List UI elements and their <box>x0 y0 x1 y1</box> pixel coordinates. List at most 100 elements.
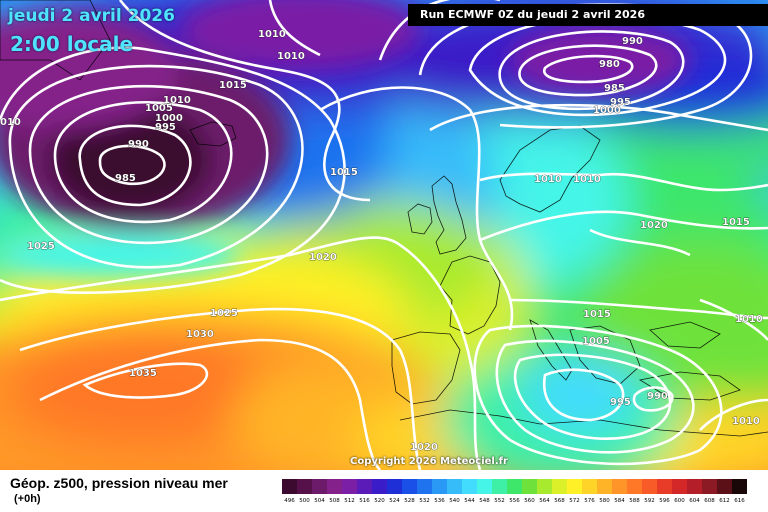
scale-swatch: 508 <box>327 479 342 504</box>
scale-label: 540 <box>449 498 460 504</box>
isobar-1020 <box>0 236 482 470</box>
scale-swatch: 532 <box>417 479 432 504</box>
isobar-med-990 <box>632 386 674 412</box>
isobar-1015-north <box>118 0 371 202</box>
copyright-notice: Copyright 2026 Meteociel.fr <box>350 456 508 467</box>
isobar-label: 1005 <box>582 336 610 347</box>
isobar-label: 995 <box>610 97 631 108</box>
scale-label: 560 <box>524 498 535 504</box>
isobar-1015-ridge <box>319 86 514 331</box>
isobar-label: 1015 <box>330 167 358 178</box>
isobar-high-985 <box>518 44 658 97</box>
scale-label: 596 <box>659 498 670 504</box>
isobar-label: 1020 <box>410 442 438 453</box>
coast-ireland <box>407 203 433 235</box>
isobar-high-980 <box>542 54 634 84</box>
isobar-1005-east <box>429 103 768 132</box>
isobar-label: 1005 <box>145 103 173 114</box>
isobar-label: 985 <box>115 173 136 184</box>
scale-swatch: 552 <box>492 479 507 504</box>
scale-label: 592 <box>644 498 655 504</box>
scale-swatch: 512 <box>342 479 357 504</box>
forecast-date: jeudi 2 avril 2026 <box>8 6 175 26</box>
isobar-low-1005 <box>8 64 304 269</box>
isobar-label: 990 <box>128 139 149 150</box>
scale-swatch: 564 <box>537 479 552 504</box>
isobar-label: 1015 <box>219 80 247 91</box>
scale-swatch: 568 <box>552 479 567 504</box>
isobar-low-995 <box>53 101 233 224</box>
scale-swatch: 556 <box>507 479 522 504</box>
scale-label: 612 <box>719 498 730 504</box>
isobar-label: 985 <box>604 83 625 94</box>
scale-swatch: 504 <box>312 479 327 504</box>
scale-swatch: 548 <box>477 479 492 504</box>
coast-balkans <box>569 325 641 385</box>
scale-label: 580 <box>599 498 610 504</box>
isobar-1015-south <box>509 298 768 320</box>
scale-swatch: 536 <box>432 479 447 504</box>
coast-france <box>439 255 501 335</box>
isobar-1010-east <box>699 298 768 341</box>
scale-label: 516 <box>359 498 370 504</box>
scale-swatch: 616 <box>732 479 747 504</box>
isobar-1020-center <box>589 228 691 257</box>
scale-swatch: 524 <box>387 479 402 504</box>
scale-label: 588 <box>629 498 640 504</box>
coast-scandinavia <box>499 125 601 213</box>
isobar-1010-se <box>699 398 768 431</box>
scale-label: 524 <box>389 498 400 504</box>
isobar-label: 990 <box>647 391 668 402</box>
isobar-high-990 <box>498 30 685 110</box>
isobar-1015-center <box>479 210 768 242</box>
scale-label: 572 <box>569 498 580 504</box>
scale-label: 568 <box>554 498 565 504</box>
scale-swatch: 612 <box>717 479 732 504</box>
weather-map: 1010 1010 1015 1010 1005 1000 995 990 98… <box>0 0 768 470</box>
scale-label: 512 <box>344 498 355 504</box>
isobar-1010-west <box>0 46 346 295</box>
scale-swatch: 588 <box>627 479 642 504</box>
scale-label: 504 <box>314 498 325 504</box>
isobar-label: 1010 <box>163 95 191 106</box>
isobar-1025 <box>19 307 422 470</box>
scale-swatch: 500 <box>297 479 312 504</box>
scale-swatch: 596 <box>657 479 672 504</box>
scale-label: 548 <box>479 498 490 504</box>
legend-footer: Géop. z500, pression niveau mer (+0h) 49… <box>0 470 768 512</box>
isobar-label: 990 <box>622 36 643 47</box>
isobar-label: 1020 <box>640 220 668 231</box>
isobar-label: 1010 <box>732 416 760 427</box>
color-scale: 496 500 504 508 512 516 520 524 528 532 536 540 544 5… <box>282 479 747 504</box>
isobar-label: 1000 <box>155 113 183 124</box>
isobar-label: 1000 <box>593 105 621 116</box>
scale-swatch: 560 <box>522 479 537 504</box>
scale-swatch: 576 <box>582 479 597 504</box>
coast-north-africa <box>399 409 768 437</box>
scale-swatch: 592 <box>642 479 657 504</box>
isobars <box>0 0 768 470</box>
scale-swatch: 496 <box>282 479 297 504</box>
isobar-label: 1025 <box>27 241 55 252</box>
coast-italy <box>529 319 573 381</box>
scale-swatch: 572 <box>567 479 582 504</box>
scale-label: 536 <box>434 498 445 504</box>
scale-swatch: 584 <box>612 479 627 504</box>
isobar-med-1005 <box>495 339 695 454</box>
scale-label: 608 <box>704 498 715 504</box>
isobar-label: 1010 <box>573 174 601 185</box>
isobar-1035 <box>82 362 209 399</box>
model-run-banner: Run ECMWF 0Z du jeudi 2 avril 2026 <box>408 4 768 26</box>
scale-label: 584 <box>614 498 625 504</box>
isobar-label: 1015 <box>722 217 750 228</box>
scale-swatch: 600 <box>672 479 687 504</box>
isobar-label: 980 <box>599 59 620 70</box>
scale-label: 564 <box>539 498 550 504</box>
map-title: Géop. z500, pression niveau mer <box>10 475 228 491</box>
isobar-label: 1020 <box>309 252 337 263</box>
scale-label: 552 <box>494 498 505 504</box>
scale-swatch: 544 <box>462 479 477 504</box>
coast-greenland <box>0 0 111 81</box>
coast-great-britain <box>431 175 467 255</box>
scale-label: 500 <box>299 498 310 504</box>
